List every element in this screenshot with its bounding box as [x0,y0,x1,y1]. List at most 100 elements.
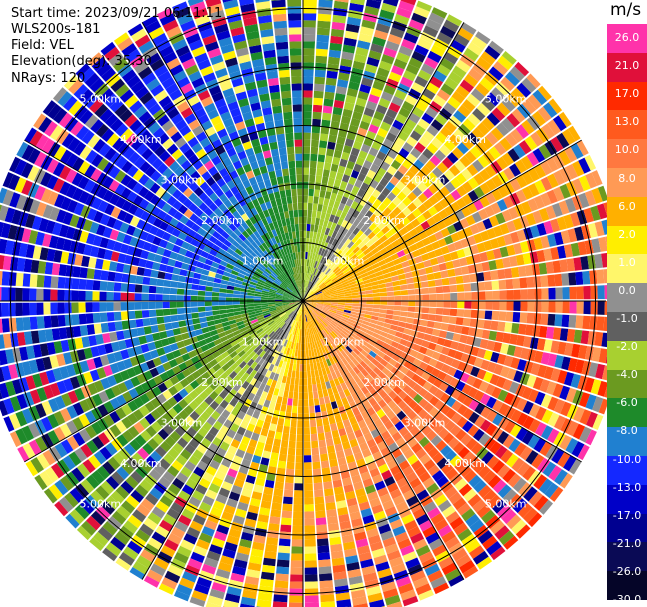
velocity-gate [343,309,352,314]
velocity-gate [435,286,444,294]
velocity-gate [311,132,320,141]
velocity-gate [495,331,505,343]
velocity-gate [447,243,457,253]
velocity-gate [429,154,442,167]
velocity-gate [293,511,303,519]
velocity-gate [402,405,413,416]
velocity-gate [476,504,491,519]
velocity-gate [396,52,410,64]
velocity-gate [310,320,315,328]
velocity-gate [364,286,373,291]
velocity-gate [307,202,313,211]
velocity-gate [309,302,317,306]
velocity-gate [462,395,474,407]
velocity-gate [449,308,458,317]
velocity-gate [329,262,336,270]
velocity-gate [479,393,491,406]
velocity-gate [303,41,315,49]
velocity-gate [546,381,557,395]
velocity-gate [529,337,539,350]
velocity-gate [472,159,484,172]
velocity-gate [307,216,312,225]
velocity-gate [483,150,496,164]
velocity-gate [363,401,372,410]
velocity-gate [454,325,463,334]
velocity-gate [308,266,312,274]
velocity-gate [322,329,328,337]
velocity-gate [344,213,352,222]
velocity-gate [317,225,323,234]
velocity-gate [381,327,390,334]
velocity-gate [339,463,349,473]
velocity-gate [365,265,374,272]
velocity-gate [192,278,200,285]
velocity-gate [320,284,327,290]
velocity-gate [468,411,480,424]
velocity-gate [443,139,456,152]
velocity-gate [331,320,339,326]
velocity-gate [325,343,332,351]
velocity-gate [348,232,356,241]
velocity-gate [308,313,312,321]
velocity-gate [323,242,329,250]
velocity-gate [412,249,421,258]
velocity-gate [428,287,437,294]
velocity-gate [315,62,327,71]
velocity-gate [303,139,311,147]
velocity-gate [493,341,503,353]
velocity-gate [304,525,316,533]
velocity-gate [321,176,329,185]
velocity-gate [306,314,309,322]
velocity-gate [329,536,342,546]
velocity-gate [314,182,321,190]
velocity-gate [308,195,314,204]
velocity-gate [1,287,9,301]
velocity-gate [539,325,548,338]
velocity-gate [303,223,307,231]
velocity-gate [359,269,367,275]
velocity-gate [304,469,313,477]
velocity-gate [423,391,434,402]
velocity-gate [310,153,318,162]
velocity-gate [488,260,497,271]
velocity-gate [305,266,309,274]
velocity-gate [447,96,461,110]
velocity-gate [341,316,349,321]
velocity-gate [398,582,414,595]
velocity-gate [312,118,321,127]
velocity-gate [382,197,392,207]
velocity-gate [355,278,363,284]
velocity-gate [410,130,422,142]
velocity-gate [381,54,395,65]
velocity-gate [349,313,358,318]
velocity-gate [328,349,335,358]
velocity-gate [333,178,342,188]
velocity-gate [481,451,494,465]
velocity-gate [484,310,493,320]
velocity-gate [553,186,565,202]
velocity-gate [446,14,463,27]
velocity-gate [377,350,386,359]
velocity-gate [313,90,324,99]
velocity-gate [295,455,303,463]
velocity-gate [429,301,437,308]
velocity-gate [365,374,374,383]
velocity-gate [135,275,144,285]
velocity-gate [414,75,428,88]
velocity-gate [592,414,604,430]
velocity-gate [423,402,434,413]
velocity-gate [374,354,383,363]
velocity-gate [335,209,343,218]
velocity-gate [414,44,429,57]
velocity-gate [497,185,509,198]
velocity-gate [433,178,445,190]
velocity-gate [486,409,498,423]
velocity-gate [350,340,358,348]
velocity-gate [515,124,530,139]
velocity-gate [280,404,287,412]
velocity-gate [304,280,307,288]
velocity-gate [163,315,172,323]
velocity-gate [398,107,411,118]
velocity-gate [465,255,475,265]
velocity-gate [477,530,493,545]
